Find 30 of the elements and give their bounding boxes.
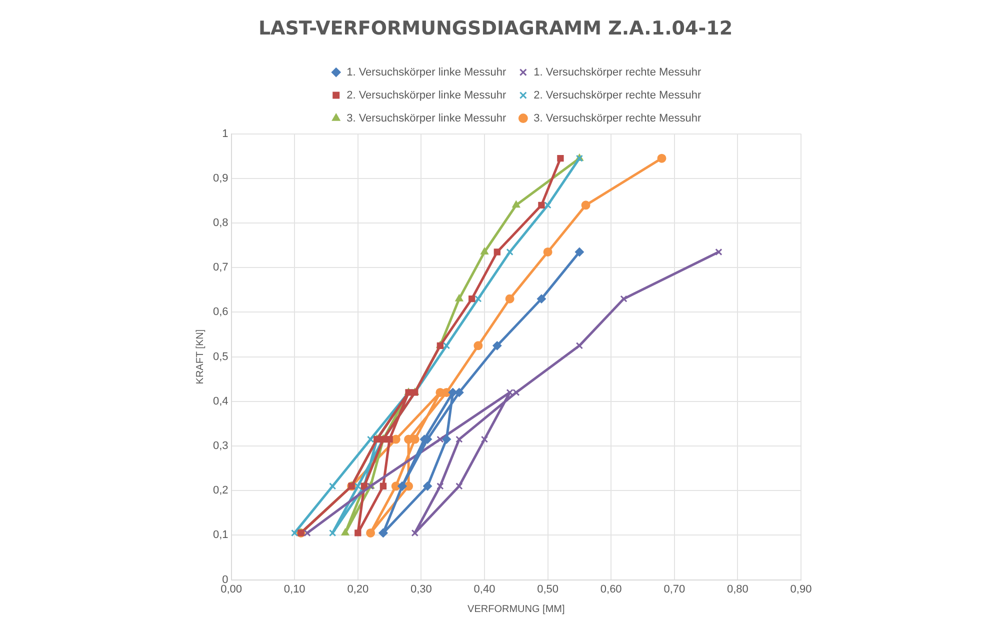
legend-label: 1. Versuchskörper linke Messuhr: [346, 66, 507, 78]
chart-title: LAST-VERFORMUNGSDIAGRAMM Z.A.1.04-12: [258, 17, 733, 40]
x-tick-label: 0,60: [600, 583, 622, 596]
y-tick-label: 0,8: [212, 217, 228, 230]
y-tick-label: 0,4: [212, 395, 228, 408]
y-tick-label: 0: [222, 574, 228, 586]
x-tick-label: 0,20: [347, 583, 369, 596]
x-tick-label: 0,10: [284, 583, 306, 596]
x-tick-label: 0,90: [790, 583, 812, 596]
y-tick-label: 1: [222, 128, 228, 140]
legend-label: 1. Versuchskörper rechte Messuhr: [534, 66, 702, 78]
y-tick-label: 0,2: [212, 484, 228, 497]
y-tick-label: 0,1: [212, 529, 228, 542]
legend-label: 2. Versuchskörper rechte Messuhr: [534, 89, 702, 102]
y-axis-title: KRAFT [KN]: [194, 329, 206, 384]
x-axis-title: VERFORMUNG [MM]: [468, 604, 565, 615]
legend-label: 2. Versuchskörper linke Messuhr: [346, 89, 507, 102]
legend-label: 3. Versuchskörper linke Messuhr: [346, 112, 507, 124]
x-tick-label: 0,30: [410, 583, 432, 596]
x-tick-label: 0,50: [537, 583, 559, 596]
x-tick-label: 0,80: [726, 583, 748, 596]
y-tick-label: 0,9: [212, 172, 228, 184]
x-tick-label: 0,00: [220, 583, 242, 596]
x-tick-label: 0,40: [474, 583, 496, 596]
y-tick-label: 0,3: [212, 440, 228, 452]
y-tick-label: 0,5: [212, 350, 228, 363]
legend-label: 3. Versuchskörper rechte Messuhr: [534, 112, 702, 124]
y-tick-label: 0,6: [212, 306, 228, 318]
x-tick-label: 0,70: [664, 583, 686, 596]
y-tick-label: 0,7: [212, 262, 228, 274]
